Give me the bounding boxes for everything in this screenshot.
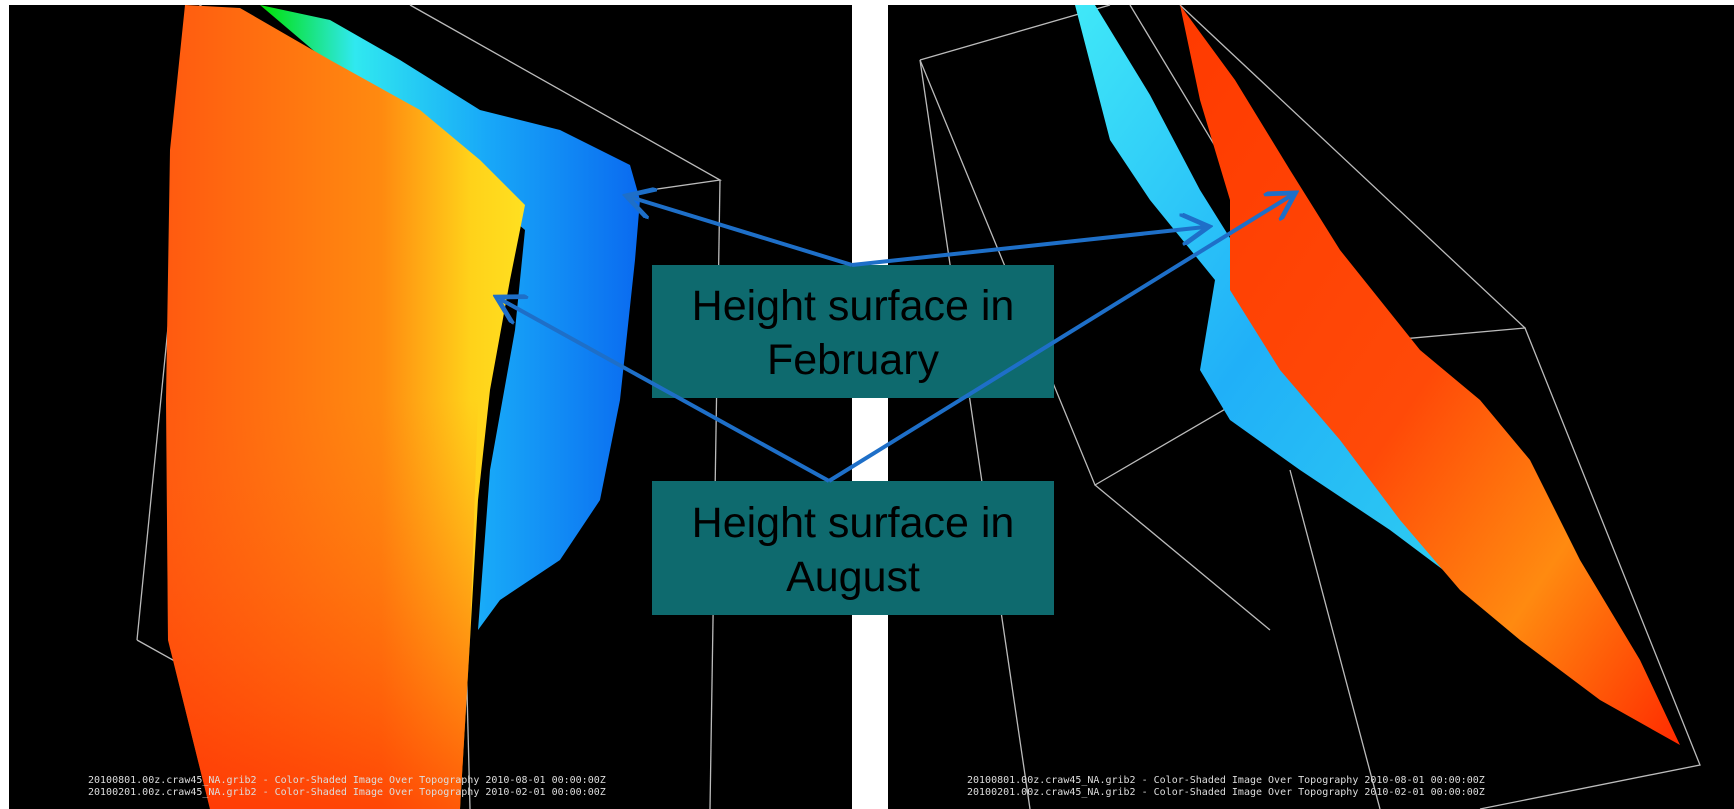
label-line: February [767,336,940,384]
red-shade [166,400,478,809]
caption: 20100801.00z.craw45_NA.grib2 - Color-Sha… [88,775,606,786]
slide-graphic: 20100801.00z.craw45_NA.grib2 - Color-Sha… [0,0,1734,809]
label-line: Height surface in [692,499,1015,547]
caption: 20100801.00z.craw45_NA.grib2 - Color-Sha… [967,775,1485,786]
caption: 20100201.00z.craw45_NA.grib2 - Color-Sha… [88,787,606,798]
label-line: August [786,553,920,601]
label-line: Height surface in [692,282,1015,330]
slide: 20100801.00z.craw45_NA.grib2 - Color-Sha… [0,0,1734,809]
caption: 20100201.00z.craw45_NA.grib2 - Color-Sha… [967,787,1485,798]
